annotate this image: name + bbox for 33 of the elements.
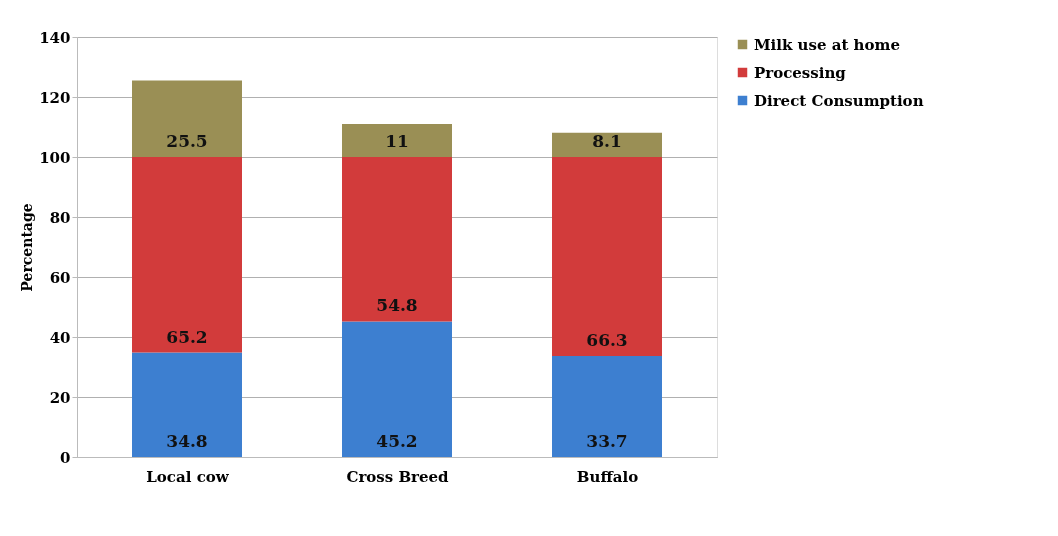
data-label: 45.2 xyxy=(376,431,418,451)
bar xyxy=(132,80,242,157)
legend-label: Processing xyxy=(754,63,847,82)
bar xyxy=(342,321,452,457)
bar xyxy=(342,124,452,157)
data-label: 25.5 xyxy=(166,131,208,151)
bar xyxy=(552,132,662,157)
data-label: 33.7 xyxy=(586,431,628,451)
data-label: 11 xyxy=(385,131,409,151)
y-tick-label: 0 xyxy=(60,448,71,467)
legend-label: Milk use at home xyxy=(754,35,900,54)
y-axis-title: Percentage xyxy=(19,203,36,292)
bar xyxy=(552,157,662,356)
y-tick-label: 40 xyxy=(49,328,71,347)
y-tick-label: 80 xyxy=(49,208,71,227)
y-tick-label: 140 xyxy=(39,28,71,47)
x-tick-label: Local cow xyxy=(146,467,230,486)
data-label: 54.8 xyxy=(376,295,418,316)
data-label: 66.3 xyxy=(586,329,628,350)
bar xyxy=(132,352,242,457)
data-label: 34.8 xyxy=(166,431,208,451)
bar xyxy=(342,157,452,322)
y-tick-label: 20 xyxy=(49,388,71,407)
y-tick-label: 60 xyxy=(49,268,71,287)
y-tick-label: 100 xyxy=(39,148,71,167)
x-tick-label: Cross Breed xyxy=(346,467,450,486)
bar xyxy=(552,355,662,457)
data-label: 65.2 xyxy=(166,326,208,347)
x-tick-label: Buffalo xyxy=(576,467,639,486)
bar xyxy=(132,157,242,353)
data-label: 8.1 xyxy=(592,131,622,151)
y-tick-label: 120 xyxy=(39,88,71,107)
legend-label: Direct Consumption xyxy=(754,91,924,110)
